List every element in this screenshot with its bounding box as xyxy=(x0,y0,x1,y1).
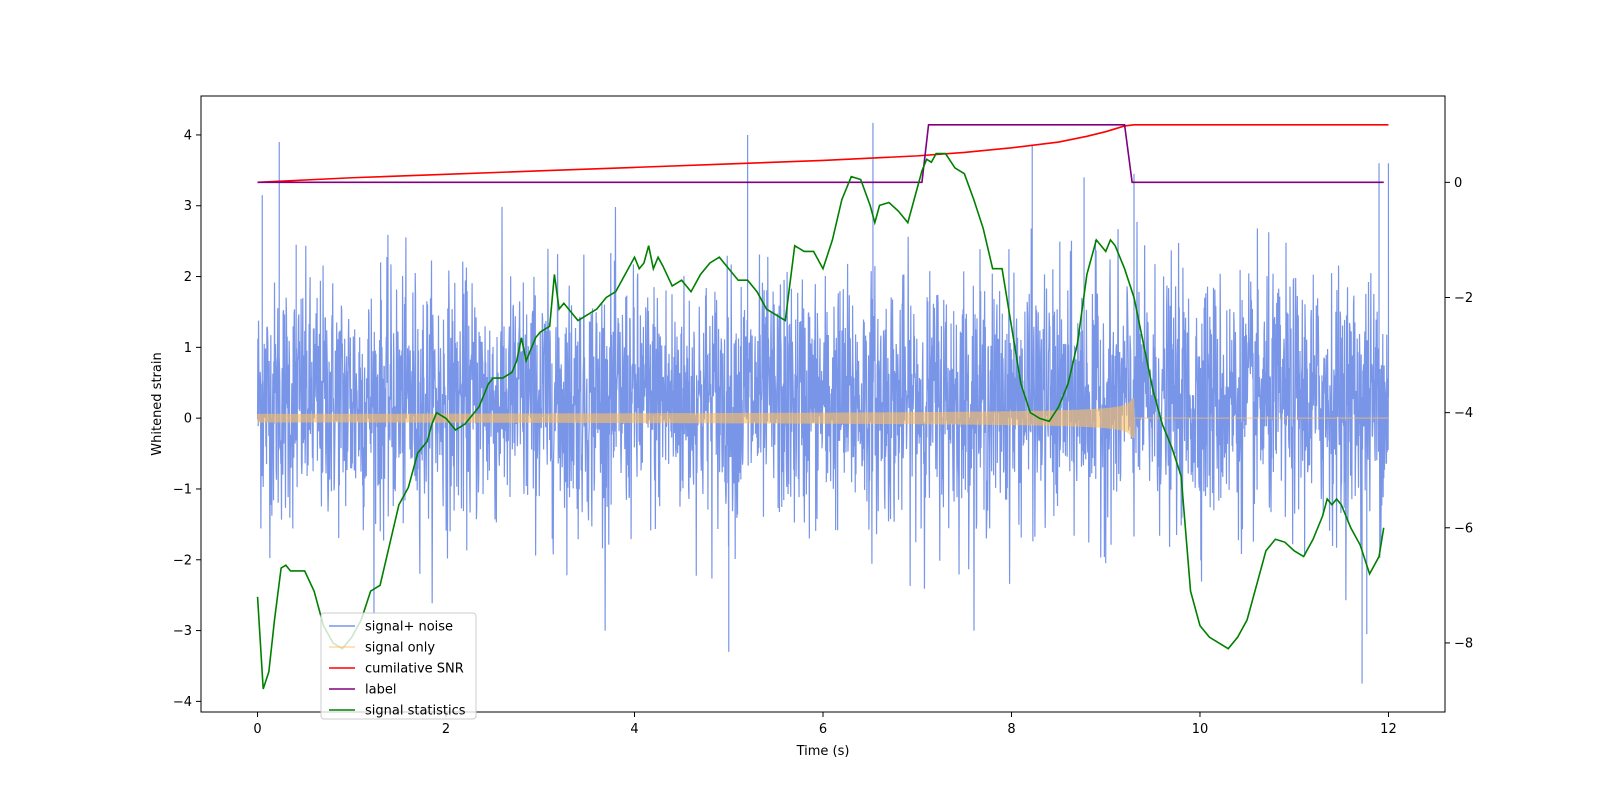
series-label xyxy=(257,123,1384,184)
y2-tick-label: −8 xyxy=(1454,636,1473,651)
y-tick-label: 0 xyxy=(184,412,192,427)
legend-label-signal: signal only xyxy=(365,641,435,656)
x-tick-label: 0 xyxy=(253,722,261,737)
x-tick-label: 2 xyxy=(442,722,450,737)
series-signal-only xyxy=(256,398,1389,438)
series-snr xyxy=(257,123,1389,184)
x-tick-label: 10 xyxy=(1192,722,1209,737)
y-axis-label: Whitened strain xyxy=(150,352,165,455)
legend-label-label: label xyxy=(365,683,396,698)
legend-label-stats: signal statistics xyxy=(365,704,466,719)
y2-tick-label: 0 xyxy=(1454,176,1462,191)
x-tick-label: 6 xyxy=(819,722,827,737)
y-tick-label: 1 xyxy=(184,341,192,356)
series-signal-plus-noise xyxy=(256,122,1390,684)
x-axis: 0 2 4 6 8 10 12 xyxy=(253,712,1397,737)
series-layer xyxy=(256,122,1390,690)
legend-box xyxy=(320,612,477,720)
y-tick-label: −3 xyxy=(173,624,192,639)
y2-tick-label: −2 xyxy=(1454,291,1473,306)
y-tick-label: 3 xyxy=(184,199,192,214)
legend-label-noise: signal+ noise xyxy=(365,620,453,635)
y-tick-label: 4 xyxy=(184,128,192,143)
y-tick-label: 2 xyxy=(184,270,192,285)
y-axis-right: −8 −6 −4 −2 0 xyxy=(1445,176,1473,651)
legend: signal+ noise signal only cumilative SNR la… xyxy=(320,612,477,720)
x-axis-label: Time (s) xyxy=(796,744,850,759)
x-tick-label: 8 xyxy=(1007,722,1015,737)
y2-tick-label: −4 xyxy=(1454,406,1473,421)
y2-tick-label: −6 xyxy=(1454,521,1473,536)
series-stats xyxy=(256,152,1385,690)
y-axis-left: −4 −3 −2 −1 0 1 2 3 4 xyxy=(173,128,201,710)
y-tick-label: −4 xyxy=(173,695,192,710)
legend-label-snr: cumilative SNR xyxy=(365,662,464,677)
y-tick-label: −1 xyxy=(173,482,192,497)
y-tick-label: −2 xyxy=(173,553,192,568)
x-tick-label: 4 xyxy=(630,722,638,737)
x-tick-label: 12 xyxy=(1380,722,1397,737)
